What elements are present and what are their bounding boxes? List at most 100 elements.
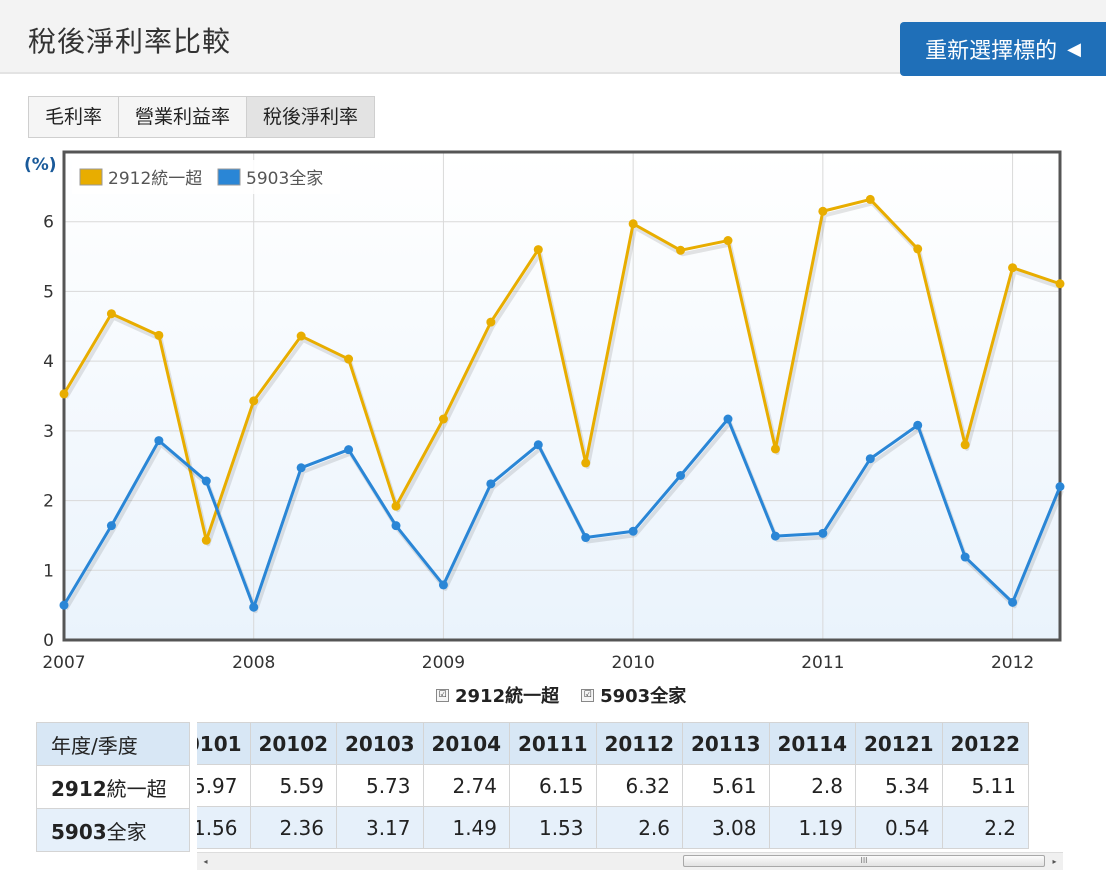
- stock-code: 5903: [51, 819, 107, 844]
- series-line-2: [62, 417, 1062, 609]
- data-point: [676, 470, 686, 480]
- tab-operating-margin[interactable]: 營業利益率: [119, 97, 248, 137]
- table-cell: 6.32: [595, 764, 683, 807]
- y-tick-label: 3: [43, 422, 54, 442]
- data-point: [344, 445, 354, 455]
- scroll-right-icon[interactable]: ▸: [1052, 857, 1057, 866]
- column-header: 20114: [768, 722, 856, 765]
- data-point: [533, 440, 543, 450]
- data-point: [154, 330, 164, 340]
- table-cell: 5.11: [941, 764, 1029, 807]
- table-cell: 5.34: [855, 764, 943, 807]
- tab-gross-margin[interactable]: 毛利率: [29, 97, 120, 137]
- y-tick-label: 0: [43, 631, 54, 651]
- row-header-5903: 5903全家: [36, 808, 190, 852]
- scroll-left-icon[interactable]: ◂: [203, 857, 208, 866]
- table-corner-label: 年度/季度: [36, 722, 190, 766]
- x-tick-label: 2011: [801, 653, 844, 673]
- data-point: [106, 309, 116, 319]
- toggle-label: 2912統一超: [455, 686, 560, 707]
- table-row-headers: 年度/季度 2912統一超 5903全家: [36, 722, 190, 852]
- data-point: [1055, 279, 1065, 289]
- data-point: [154, 436, 164, 446]
- data-point: [249, 602, 259, 612]
- data-point: [486, 317, 496, 327]
- data-point: [391, 501, 401, 511]
- data-point: [249, 396, 259, 406]
- series-line-1: [62, 197, 1061, 542]
- data-point: [391, 521, 401, 531]
- table-cell: 2.8: [768, 764, 856, 807]
- data-point: [1008, 597, 1018, 607]
- table-cell: 2.2: [941, 806, 1029, 849]
- column-header: 20101: [197, 722, 251, 765]
- data-point: [1055, 482, 1065, 492]
- column-header: 20113: [682, 722, 770, 765]
- checkbox-icon[interactable]: ☑: [581, 688, 595, 702]
- data-point: [296, 463, 306, 473]
- x-tick-label: 2010: [612, 653, 655, 673]
- reselect-target-button[interactable]: 重新選擇標的 ◀: [900, 22, 1106, 76]
- tab-net-margin[interactable]: 稅後淨利率: [247, 97, 375, 137]
- y-tick-label: 6: [43, 213, 54, 233]
- data-point: [106, 521, 116, 531]
- stock-code: 2912: [51, 776, 107, 801]
- table-cell: 2.6: [595, 806, 683, 849]
- table-row: 1.56 2.36 3.17 1.49 1.53 2.6 3.08 1.19 0.54 2.2: [197, 806, 1029, 849]
- legend-swatch: [217, 168, 241, 186]
- table-cell: 5.97: [197, 764, 251, 807]
- reselect-label: 重新選擇標的: [925, 39, 1058, 64]
- toggle-series-2912[interactable]: ☑ 2912統一超: [436, 682, 559, 708]
- table-scroll-area[interactable]: 2010120102201032010420111201122011320114…: [197, 722, 1063, 852]
- toggle-label: 5903全家: [600, 686, 687, 707]
- table-cell: 1.19: [768, 806, 856, 849]
- data-point: [818, 206, 828, 216]
- net-margin-line-chart: 0 1 2 3 4 5 6 2007 2008 2009 2010 2011 2012 (%) 2912統一…: [24, 150, 1065, 673]
- table-row: 5.97 5.59 5.73 2.74 6.15 6.32 5.61 2.8 5.34 5.11: [197, 764, 1029, 807]
- data-point: [960, 440, 970, 450]
- table-header-row: 2010120102201032010420111201122011320114…: [197, 722, 1029, 765]
- table-cell: 6.15: [509, 764, 597, 807]
- data-point: [438, 414, 448, 424]
- y-unit-label: (%): [24, 155, 57, 175]
- x-tick-label: 2009: [422, 653, 465, 673]
- data-point: [296, 331, 306, 341]
- y-tick-label: 4: [43, 352, 54, 372]
- data-point: [960, 552, 970, 562]
- table-cell: 0.54: [855, 806, 943, 849]
- data-point: [344, 354, 354, 364]
- table-cell: 5.61: [682, 764, 770, 807]
- data-point: [1008, 263, 1018, 273]
- data-point: [913, 420, 923, 430]
- row-header-2912: 2912統一超: [36, 765, 190, 809]
- metric-tabs: 毛利率 營業利益率 稅後淨利率: [28, 96, 376, 138]
- table-cell: 1.53: [509, 806, 597, 849]
- horizontal-scrollbar[interactable]: ◂ III ▸: [197, 852, 1063, 870]
- table-cell: 3.17: [336, 806, 424, 849]
- column-header: 20104: [422, 722, 510, 765]
- stock-name: 統一超: [106, 776, 167, 801]
- legend-entry: 2912統一超: [108, 169, 202, 189]
- data-point: [865, 454, 875, 464]
- page-title: 稅後淨利率比較: [28, 25, 232, 58]
- data-point: [723, 414, 733, 424]
- legend-box: [72, 160, 340, 194]
- data-point: [628, 526, 638, 536]
- table-cell: 5.73: [336, 764, 424, 807]
- column-header: 20112: [595, 722, 683, 765]
- data-point: [581, 533, 591, 543]
- data-point: [533, 245, 543, 255]
- data-point: [865, 194, 875, 204]
- data-point: [438, 580, 448, 590]
- y-tick-label: 2: [43, 492, 54, 512]
- table-cell: 3.08: [682, 806, 770, 849]
- table-cell: 1.49: [422, 806, 510, 849]
- checkbox-icon[interactable]: ☑: [436, 688, 449, 702]
- toggle-series-5903[interactable]: ☑ 5903全家: [581, 682, 686, 708]
- data-point: [818, 528, 828, 538]
- data-point: [770, 531, 780, 541]
- scrollbar-thumb[interactable]: III: [683, 855, 1045, 867]
- data-point: [59, 389, 69, 399]
- y-tick-label: 1: [43, 561, 54, 581]
- table-cell: 1.56: [197, 806, 251, 849]
